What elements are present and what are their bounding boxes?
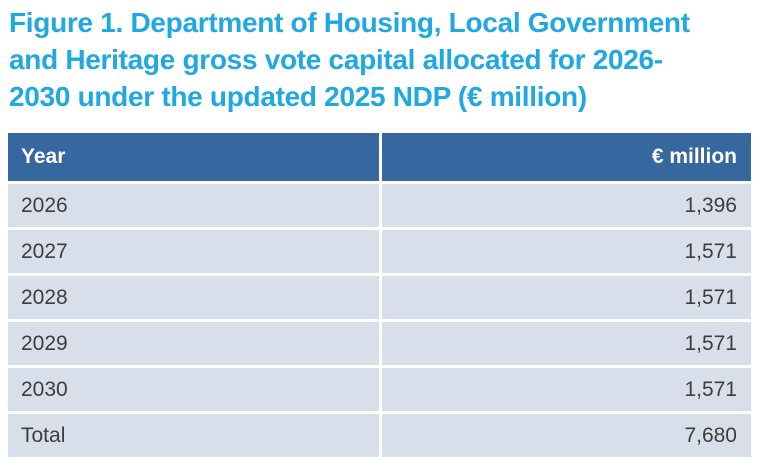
value-cell: 1,571 (382, 230, 751, 273)
year-cell: 2029 (8, 322, 379, 365)
column-header-eur-million: € million (382, 133, 751, 181)
table-row: 2028 1,571 (8, 276, 751, 319)
value-cell: 1,571 (382, 322, 751, 365)
table-row: 2027 1,571 (8, 230, 751, 273)
figure-title: Figure 1. Department of Housing, Local G… (9, 4, 775, 115)
year-cell: 2027 (8, 230, 379, 273)
year-cell: 2030 (8, 368, 379, 411)
total-label-cell: Total (8, 414, 379, 457)
table-header-row: Year € million (8, 133, 751, 181)
value-cell: 1,571 (382, 276, 751, 319)
figure-title-line-1: Figure 1. Department of Housing, Local G… (9, 7, 690, 38)
value-cell: 1,396 (382, 184, 751, 227)
figure-title-line-2: and Heritage gross vote capital allocate… (9, 44, 663, 75)
total-value-cell: 7,680 (382, 414, 751, 457)
column-header-year: Year (8, 133, 379, 181)
year-cell: 2026 (8, 184, 379, 227)
year-cell: 2028 (8, 276, 379, 319)
table-row-total: Total 7,680 (8, 414, 751, 457)
table-row: 2029 1,571 (8, 322, 751, 365)
table-row: 2026 1,396 (8, 184, 751, 227)
figure-title-line-3: 2030 under the updated 2025 NDP (€ milli… (9, 81, 587, 112)
table-row: 2030 1,571 (8, 368, 751, 411)
capital-allocation-table: Year € million 2026 1,396 2027 1,571 202… (8, 133, 751, 457)
value-cell: 1,571 (382, 368, 751, 411)
